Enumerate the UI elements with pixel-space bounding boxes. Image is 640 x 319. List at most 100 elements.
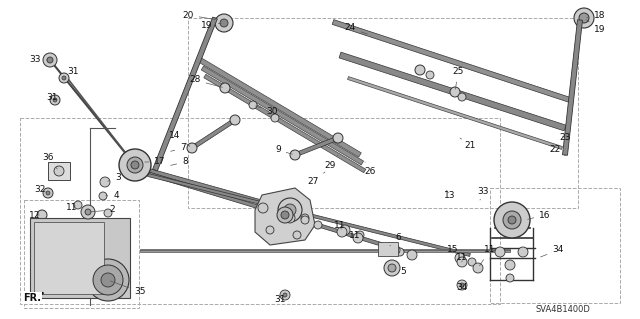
Text: FR.: FR.	[23, 293, 41, 303]
Text: 5: 5	[395, 268, 406, 277]
Text: 31: 31	[46, 93, 58, 102]
Circle shape	[337, 227, 347, 237]
Circle shape	[47, 57, 53, 63]
Text: 30: 30	[255, 106, 278, 116]
Circle shape	[396, 248, 404, 256]
Text: SVA4B1400D: SVA4B1400D	[535, 306, 590, 315]
Text: 4: 4	[106, 190, 119, 199]
Text: 13: 13	[444, 190, 456, 199]
Circle shape	[494, 202, 530, 238]
Text: 33: 33	[477, 188, 489, 200]
Circle shape	[59, 73, 69, 83]
Circle shape	[407, 250, 417, 260]
Polygon shape	[191, 118, 236, 150]
Circle shape	[450, 87, 460, 97]
Polygon shape	[153, 17, 218, 171]
Circle shape	[285, 213, 295, 223]
Circle shape	[503, 211, 521, 229]
Circle shape	[220, 19, 228, 27]
Text: 34: 34	[541, 246, 564, 257]
Circle shape	[81, 205, 95, 219]
Circle shape	[458, 93, 466, 101]
Circle shape	[301, 216, 309, 224]
Circle shape	[508, 216, 516, 224]
Bar	[490, 188, 620, 303]
Polygon shape	[199, 58, 361, 157]
Circle shape	[314, 221, 322, 229]
Circle shape	[495, 247, 505, 257]
Circle shape	[473, 263, 483, 273]
Text: 7: 7	[171, 144, 186, 152]
Polygon shape	[563, 20, 582, 155]
Circle shape	[249, 101, 257, 109]
Text: 11: 11	[334, 220, 346, 229]
Circle shape	[46, 191, 50, 195]
Bar	[30, 218, 130, 298]
Circle shape	[460, 283, 464, 287]
Circle shape	[283, 293, 287, 297]
Circle shape	[579, 13, 589, 23]
Text: 20: 20	[182, 11, 215, 19]
Circle shape	[457, 280, 467, 290]
Circle shape	[415, 65, 425, 75]
Text: 6: 6	[390, 233, 401, 246]
Circle shape	[455, 253, 465, 263]
Text: 27: 27	[307, 172, 325, 187]
Bar	[20, 118, 500, 304]
Text: 31: 31	[64, 68, 79, 78]
Circle shape	[293, 231, 301, 239]
Text: 31: 31	[275, 295, 285, 305]
Circle shape	[281, 211, 289, 219]
Circle shape	[506, 274, 514, 282]
Polygon shape	[140, 166, 291, 212]
Circle shape	[505, 260, 515, 270]
Text: 11: 11	[456, 254, 468, 263]
Circle shape	[99, 192, 107, 200]
Text: 21: 21	[460, 138, 476, 150]
Polygon shape	[332, 20, 571, 102]
Circle shape	[388, 264, 396, 272]
Text: 35: 35	[111, 281, 146, 296]
Circle shape	[390, 245, 400, 255]
Text: 16: 16	[528, 211, 551, 219]
Circle shape	[54, 166, 64, 176]
Circle shape	[301, 214, 309, 222]
Circle shape	[85, 209, 91, 215]
Circle shape	[277, 207, 293, 223]
Circle shape	[43, 53, 57, 67]
Circle shape	[457, 257, 467, 267]
Circle shape	[385, 243, 395, 253]
Circle shape	[271, 114, 279, 122]
Polygon shape	[339, 52, 566, 131]
Text: 33: 33	[29, 56, 47, 64]
Bar	[34, 222, 104, 294]
Polygon shape	[148, 174, 470, 256]
Circle shape	[356, 231, 364, 239]
Text: 18: 18	[587, 11, 605, 19]
Text: 3: 3	[108, 174, 121, 182]
Circle shape	[333, 133, 343, 143]
Text: 11: 11	[67, 203, 77, 211]
Text: 28: 28	[189, 76, 222, 87]
Circle shape	[62, 76, 66, 80]
Text: 19: 19	[586, 20, 605, 34]
Text: 23: 23	[559, 133, 571, 143]
Text: 11: 11	[479, 246, 496, 266]
Polygon shape	[204, 74, 366, 173]
Text: 26: 26	[364, 162, 376, 176]
Text: 2: 2	[91, 205, 115, 214]
Bar	[378, 242, 398, 256]
Text: 15: 15	[447, 246, 462, 255]
Polygon shape	[255, 188, 315, 245]
Text: 34: 34	[456, 284, 468, 293]
Circle shape	[230, 115, 240, 125]
Circle shape	[290, 150, 300, 160]
Circle shape	[280, 290, 290, 300]
Circle shape	[53, 98, 57, 102]
Text: 12: 12	[29, 211, 41, 219]
Circle shape	[93, 265, 123, 295]
Text: 8: 8	[171, 158, 188, 167]
Circle shape	[187, 143, 197, 153]
Circle shape	[353, 233, 363, 243]
Text: 22: 22	[549, 145, 561, 154]
